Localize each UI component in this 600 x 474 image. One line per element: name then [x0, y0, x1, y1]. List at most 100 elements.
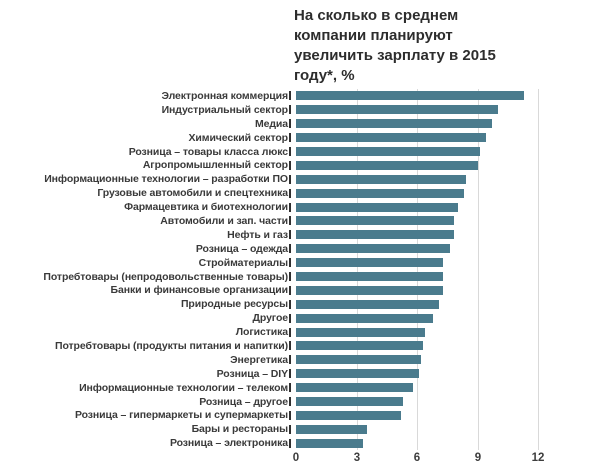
x-tick-label: 6 [413, 452, 421, 464]
y-tick-mark [289, 119, 291, 129]
y-tick-mark [289, 272, 291, 282]
category-label: Розница – другое [199, 395, 288, 408]
y-tick-mark [289, 174, 291, 184]
bar [296, 424, 367, 434]
bar [296, 147, 480, 156]
chart-row: Индустриальный сектор [0, 103, 600, 117]
y-tick-mark [289, 369, 291, 379]
chart-row: Грузовые автомобили и спецтехника [0, 186, 600, 200]
chart-row: Энергетика [0, 353, 600, 367]
bar [296, 383, 413, 393]
chart-row: Другое [0, 311, 600, 325]
category-label: Электронная коммерция [161, 89, 289, 102]
bar [296, 272, 443, 282]
y-tick-mark [289, 299, 291, 309]
chart-row: Бары и рестораны [0, 422, 600, 436]
y-tick-mark [289, 105, 291, 115]
y-tick-mark [289, 202, 291, 212]
bar [296, 410, 401, 420]
bar [296, 91, 524, 101]
bar [296, 160, 478, 170]
y-tick-mark [289, 341, 291, 351]
category-label: Фармацевтика и биотехнологии [124, 201, 288, 214]
chart-row: Розница – электроника [0, 436, 600, 450]
y-tick-mark [289, 383, 291, 393]
category-label: Автомобили и зап. части [160, 214, 288, 227]
category-label: Информационные технологии – телеком [79, 381, 288, 394]
bar [296, 299, 439, 309]
bar-rows: Электронная коммерция Индустриальный сект… [0, 89, 600, 450]
bar [296, 397, 403, 407]
y-tick-mark [289, 438, 291, 448]
chart-row: Агропромышленный сектор [0, 158, 600, 172]
y-tick-mark [289, 327, 291, 337]
chart-row: Информационные технологии – разработки П… [0, 172, 600, 186]
bar [296, 119, 492, 129]
chart-row: Потребтовары (непродовольственные товары… [0, 270, 600, 284]
y-tick-mark [289, 424, 291, 434]
category-label: Потребтовары (продукты питания и напитки… [55, 339, 288, 352]
y-tick-mark [289, 133, 291, 143]
y-tick-mark [289, 230, 291, 240]
bar [296, 438, 363, 448]
chart-row: Стройматериалы [0, 256, 600, 270]
bar [296, 327, 425, 337]
chart-row: Химический сектор [0, 131, 600, 145]
category-label: Агропромышленный сектор [142, 159, 288, 172]
chart-row: Электронная коммерция [0, 89, 600, 103]
y-tick-mark [289, 244, 291, 254]
y-tick-mark [289, 188, 291, 198]
gridline [357, 89, 358, 450]
category-label: Бары и рестораны [191, 423, 289, 436]
category-label: Химический сектор [188, 131, 289, 144]
category-label: Природные ресурсы [180, 298, 288, 311]
category-label: Информационные технологии – разработки П… [44, 173, 288, 186]
category-label: Медиа [254, 117, 288, 130]
y-tick-mark [289, 355, 291, 365]
category-label: Логистика [235, 326, 288, 339]
chart-row: Банки и финансовые организации [0, 283, 600, 297]
category-label: Стройматериалы [198, 256, 289, 269]
chart-row: Розница – DIY [0, 367, 600, 381]
chart-row: Нефть и газ [0, 228, 600, 242]
category-label: Потребтовары (непродовольственные товары… [43, 270, 288, 283]
chart-row: Розница – одежда [0, 242, 600, 256]
category-label: Розница – электроника [169, 437, 288, 450]
x-tick-label: 3 [353, 452, 361, 464]
chart-row: Информационные технологии – телеком [0, 381, 600, 395]
bar [296, 188, 464, 198]
bar [296, 174, 466, 184]
bar [296, 105, 498, 115]
chart-row: Фармацевтика и биотехнологии [0, 200, 600, 214]
chart-row: Потребтовары (продукты питания и напитки… [0, 339, 600, 353]
y-tick-mark [289, 285, 291, 295]
chart-row: Медиа [0, 117, 600, 131]
bar [296, 258, 443, 268]
y-tick-mark [289, 258, 291, 268]
category-label: Банки и финансовые организации [110, 284, 289, 297]
y-tick-mark [289, 313, 291, 323]
x-tick-label: 12 [531, 452, 545, 464]
bar [296, 244, 450, 254]
bar [296, 230, 454, 240]
chart-row: Логистика [0, 325, 600, 339]
category-label: Грузовые автомобили и спецтехника [97, 187, 288, 200]
chart-row: Розница – другое [0, 395, 600, 409]
y-tick-mark [289, 147, 291, 156]
bar [296, 216, 454, 226]
category-label: Индустриальный сектор [161, 103, 289, 116]
bar [296, 341, 423, 351]
y-tick-mark [289, 216, 291, 226]
gridline [417, 89, 418, 450]
y-tick-mark [289, 160, 291, 170]
bar [296, 202, 458, 212]
chart-title: На сколько в среднем компании планируют … [294, 7, 496, 84]
bar [296, 133, 486, 143]
category-label: Другое [252, 312, 289, 325]
bar [296, 313, 433, 323]
chart-row: Автомобили и зап. части [0, 214, 600, 228]
chart-row: Розница – товары класса люкс [0, 145, 600, 159]
bar [296, 369, 419, 379]
